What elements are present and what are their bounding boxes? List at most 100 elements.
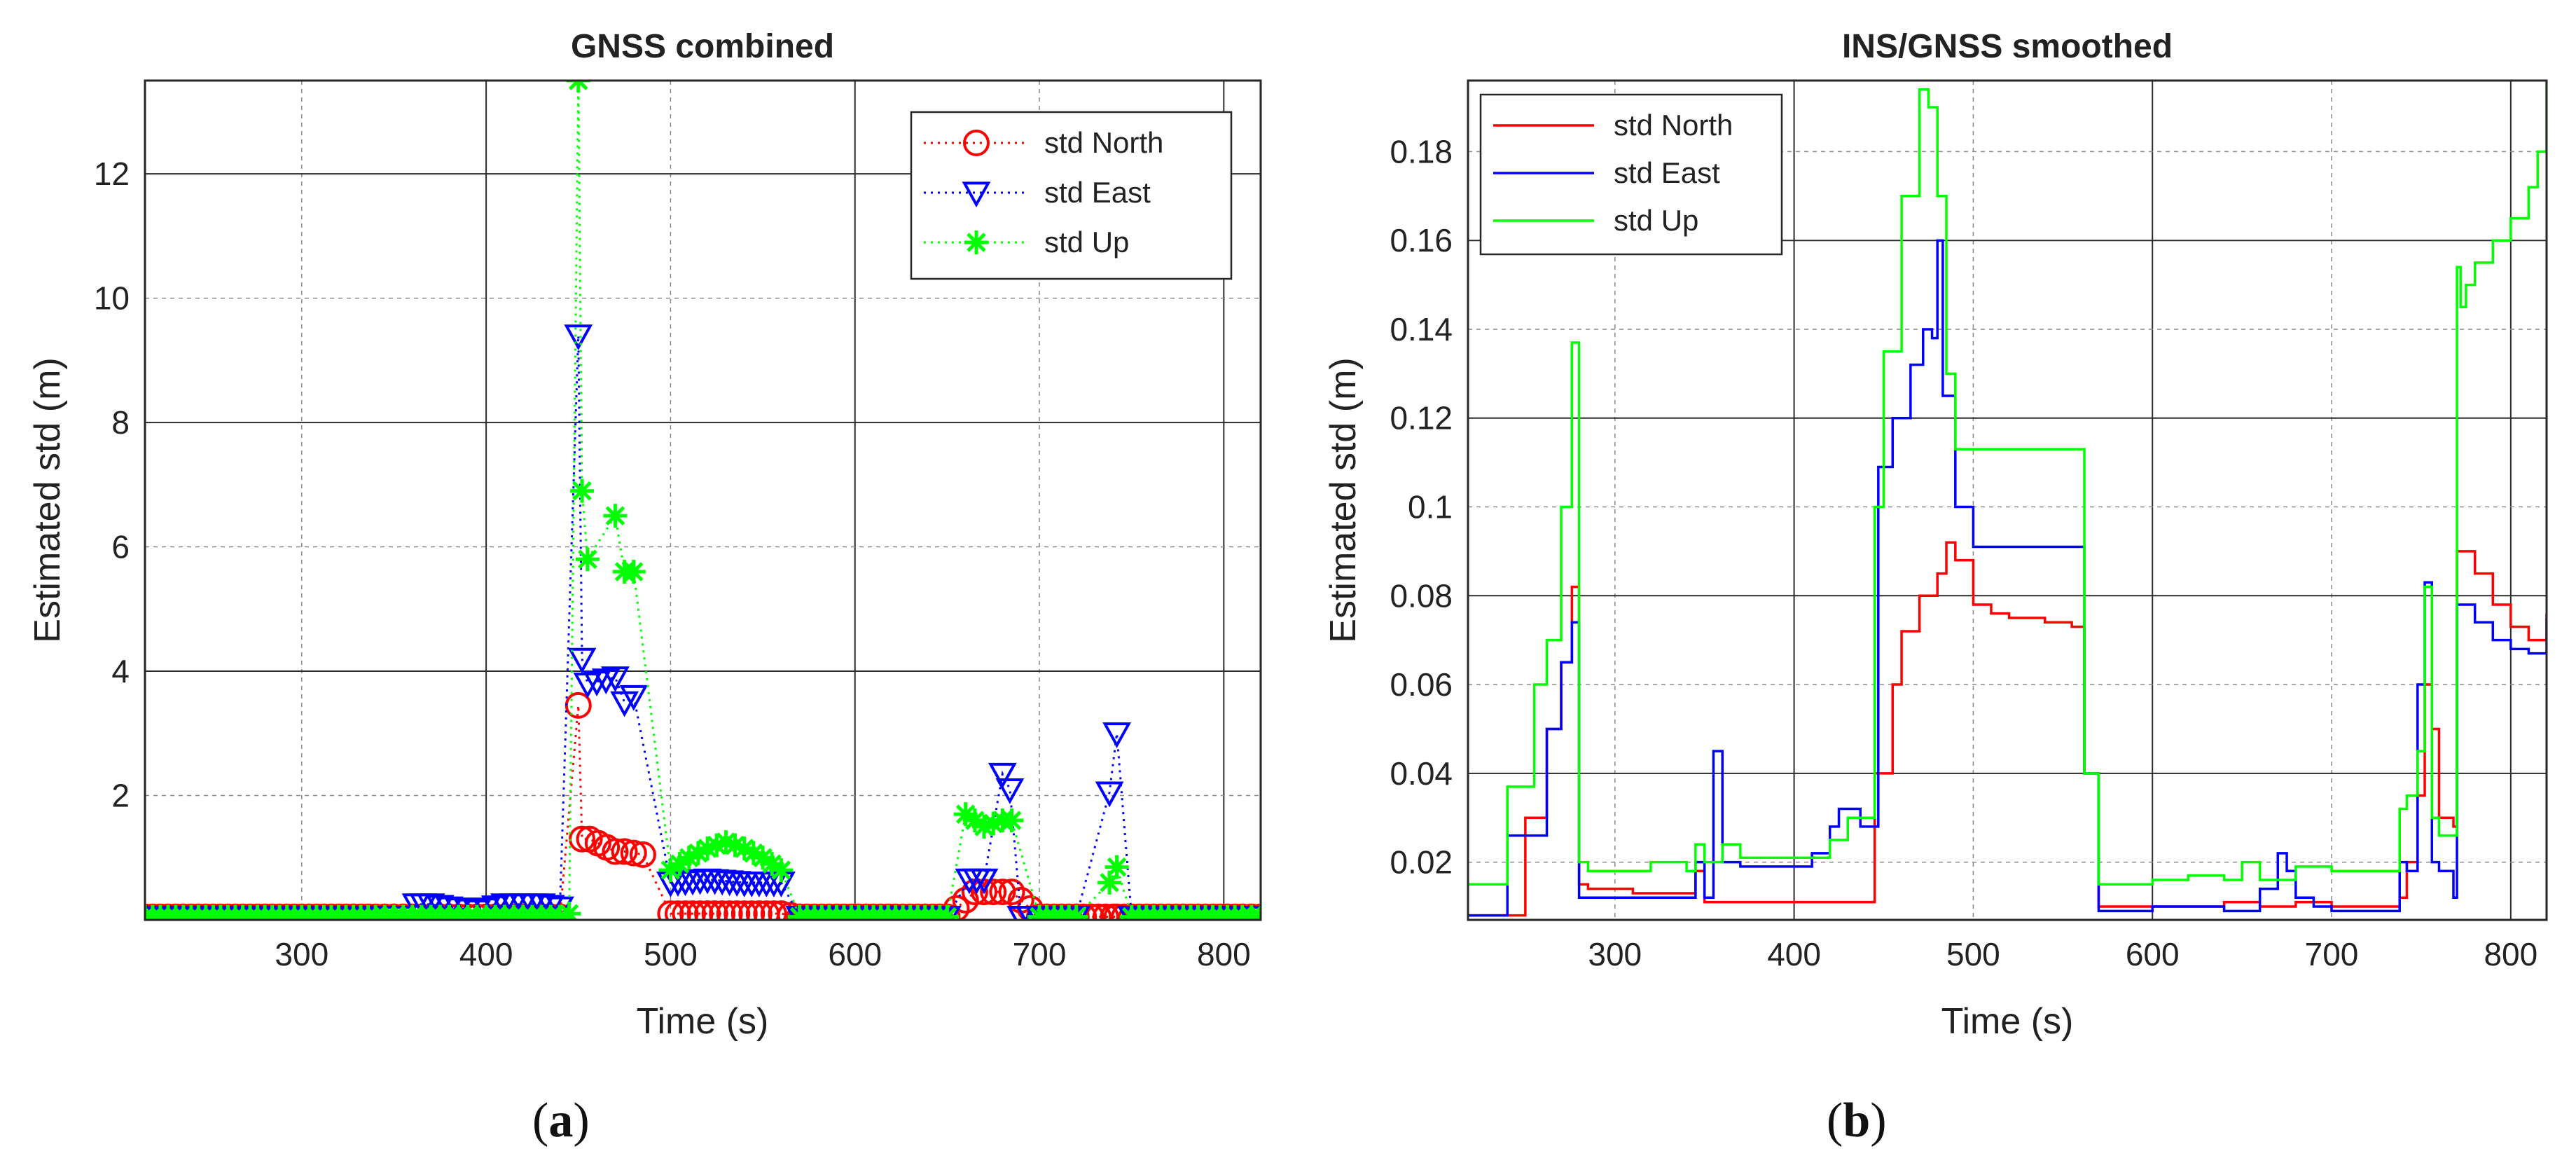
marker-std-up-a [732,836,756,860]
y-axis-label-b: Estimated std (m) [1323,357,1364,642]
y-tick-label-b: 0.14 [1390,311,1453,347]
caption-a-letter: a [548,1094,574,1148]
x-axis-label-a: Time (s) [637,1001,769,1042]
grid-a [145,81,1261,920]
y-tick-label-b: 0.1 [1408,489,1453,525]
x-tick-label-b: 300 [1588,936,1642,972]
series-group-b [1468,81,2547,917]
y-tick-label-b: 0.04 [1390,755,1453,792]
marker-std-east-a [601,666,630,693]
y-tick-label-a: 2 [111,778,130,814]
x-axis-label-b: Time (s) [1941,1001,2074,1042]
marker-std-up-a [575,547,600,572]
x-tick-label-a: 300 [275,936,328,972]
marker-std-east-a [567,647,597,674]
series-group-a [145,81,1261,920]
y-axis-label-a: Estimated std (m) [27,357,68,642]
caption-b-open: ( [1827,1094,1843,1148]
marker-std-north-a [657,900,684,920]
marker-std-north-a [760,900,787,920]
x-tick-label-a: 500 [644,936,698,972]
marker-std-up-a [1064,904,1088,920]
x-tick-label-b: 500 [1946,936,2000,972]
marker-std-north-a [611,838,638,865]
marker-std-east-a [1102,722,1132,748]
y-tick-label-b: 0.06 [1390,666,1453,703]
marker-std-up-a [935,904,960,920]
marker-std-up-a [677,846,701,870]
marker-std-up-a [621,560,646,584]
marker-std-north-a [664,900,691,920]
marker-std-up-a [548,904,572,920]
series-clip-group-b [1468,81,2547,917]
caption-a-close: ) [573,1094,590,1148]
x-tick-label-b: 600 [2126,936,2180,972]
legend-marker-std-north-a [963,130,990,156]
tick-labels-a: 300 400 500 600 700 800 2 4 6 8 10 12 [94,156,1251,972]
marker-std-up-a [1097,870,1122,895]
x-tick-label-b: 800 [2484,936,2537,972]
plot-frame-b [1467,79,2548,921]
marker-std-north-a [980,879,1007,906]
marker-std-north-a [709,900,736,920]
marker-std-up-a [953,802,978,827]
y-tick-label-b: 0.08 [1390,577,1453,614]
caption-b-letter: b [1843,1094,1871,1148]
marker-std-east-a [527,893,556,919]
legend-b: std North std East std Up [1479,93,1783,256]
legend-marker-std-up-a [964,230,988,254]
marker-std-up-a [999,808,1024,833]
y-tick-label-a: 4 [111,653,130,689]
marker-std-up-a [769,858,794,883]
marker-std-up-a [570,479,595,503]
marker-std-east-a [1095,781,1124,808]
marker-std-north-a [723,900,751,920]
y-tick-label-a: 8 [111,404,130,441]
series-line-std-up-b [1468,81,2547,886]
legend-marker-std-east-a [962,181,991,208]
marker-std-north-a [620,839,647,867]
marker-std-north-a [679,900,707,920]
y-tick-label-a: 6 [111,529,130,565]
panel-ins-gnss-smoothed: 300 400 500 600 700 800 0.02 0.04 0.06 0.08 0.1 0.1… [1323,28,2548,1042]
marker-std-north-a [701,900,728,920]
series-line-std-north-b [1468,541,2547,917]
series-markers-std-up-a [145,81,1261,920]
x-tick-label-a: 700 [1013,936,1067,972]
marker-std-up-a [658,858,683,883]
y-tick-label-a: 10 [94,280,130,317]
caption-b-close: ) [1870,1094,1887,1148]
legend-label-std-east-b: std East [1614,156,1720,189]
marker-std-up-a [695,836,720,860]
marker-std-up-a [962,808,987,833]
marker-std-north-a [1092,903,1119,920]
marker-std-up-a [667,852,692,876]
chart-title-b: INS/GNSS smoothed [1842,28,2173,65]
panel-gnss-combined: 300 400 500 600 700 800 2 4 6 8 10 12 GNSS combined… [27,28,1262,1042]
x-tick-label-b: 400 [1767,936,1821,972]
marker-std-east-a [564,324,593,350]
chart-title-a: GNSS combined [571,28,834,65]
x-tick-label-a: 600 [828,936,882,972]
marker-std-north-a [629,841,656,868]
marker-std-up-a [972,814,997,839]
marker-std-east-a [988,762,1017,789]
marker-std-north-a [716,900,743,920]
legend-box-b [1479,93,1783,256]
marker-std-east-a [619,684,649,711]
marker-std-up-a [1105,855,1129,879]
legend-a: std North std East std Up [910,111,1233,280]
y-tick-label-b: 0.02 [1390,844,1453,881]
x-tick-label-b: 700 [2305,936,2359,972]
marker-std-north-a [998,879,1025,906]
marker-std-north-a [738,900,766,920]
series-clip-group-a [145,81,1261,920]
marker-std-east-a [536,895,565,920]
marker-std-north-a [730,900,758,920]
marker-std-north-a [768,900,795,920]
plot-frame-a [144,79,1262,921]
caption-a-open: ( [532,1094,549,1148]
marker-std-up-a [686,841,710,865]
legend-label-std-up-b: std Up [1614,204,1698,237]
